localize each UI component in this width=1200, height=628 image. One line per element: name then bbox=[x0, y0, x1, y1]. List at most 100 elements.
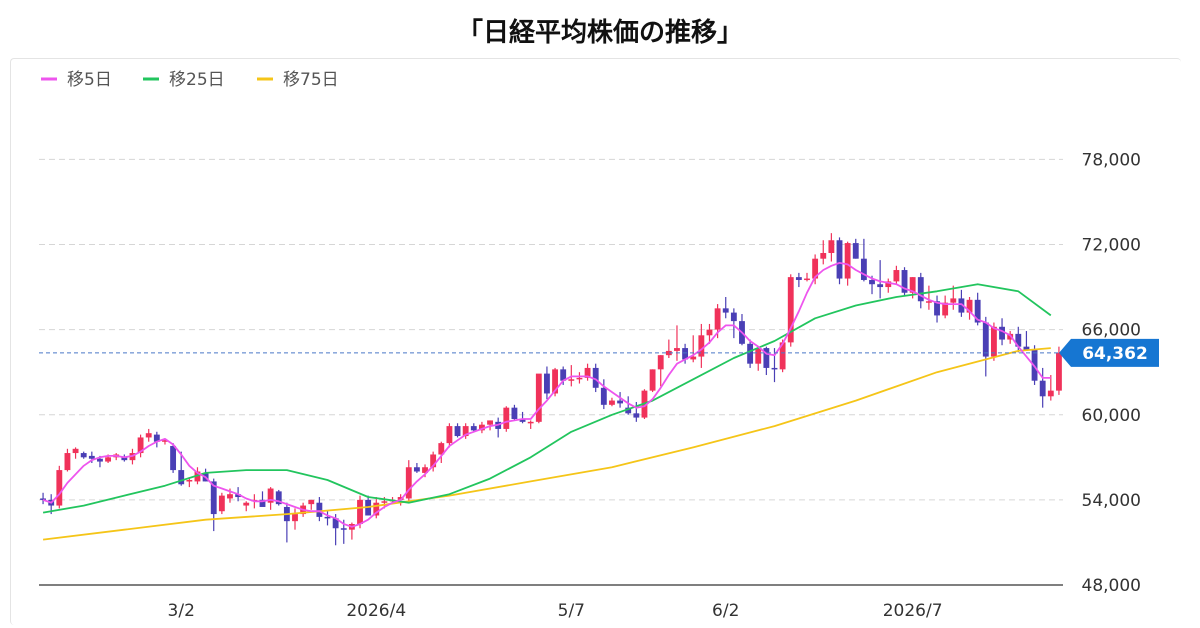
candle-body bbox=[844, 243, 851, 279]
candle-body bbox=[194, 471, 201, 482]
candle bbox=[934, 295, 940, 323]
candle-body bbox=[153, 434, 160, 442]
candle-body bbox=[56, 470, 63, 506]
candle-body bbox=[560, 369, 567, 381]
candle-body bbox=[535, 373, 542, 422]
candle-body bbox=[373, 502, 380, 516]
candle bbox=[690, 335, 697, 363]
candle-body bbox=[852, 243, 859, 259]
candle-body bbox=[982, 322, 989, 357]
candle-body bbox=[609, 400, 615, 405]
candle-body bbox=[381, 501, 388, 503]
candle-body bbox=[779, 342, 786, 370]
candle-body bbox=[682, 348, 689, 360]
ma25-line bbox=[42, 283, 1052, 514]
candle bbox=[609, 397, 615, 407]
candle-body bbox=[64, 453, 71, 471]
candle-body bbox=[413, 467, 420, 472]
candle-body bbox=[836, 240, 843, 279]
candle bbox=[820, 240, 827, 265]
y-axis-tick-labels: 48,000 54,000 60,000 66,000 72,000 78,000 bbox=[1082, 150, 1141, 596]
candle-body bbox=[446, 426, 453, 444]
candle-body bbox=[860, 258, 867, 280]
candle bbox=[316, 497, 323, 522]
candle-body bbox=[243, 502, 250, 506]
candle-body bbox=[430, 454, 437, 468]
candle bbox=[544, 366, 550, 400]
candle-body bbox=[1039, 380, 1046, 397]
candle-body bbox=[999, 326, 1005, 340]
legend-ma5-label: 移5日 bbox=[67, 70, 112, 90]
y-tick-label: 78,000 bbox=[1082, 150, 1141, 170]
candle bbox=[706, 323, 713, 344]
candle bbox=[828, 233, 835, 262]
candle bbox=[925, 285, 932, 310]
moving-average-lines bbox=[42, 261, 1052, 541]
candle bbox=[511, 404, 518, 421]
x-tick-label: 2026/4 bbox=[346, 601, 406, 621]
y-tick-label: 54,000 bbox=[1082, 491, 1141, 511]
candle-body bbox=[885, 281, 892, 288]
candle-body bbox=[227, 494, 233, 499]
candle-body bbox=[755, 348, 762, 364]
candle bbox=[413, 462, 420, 473]
candle-body bbox=[901, 270, 908, 293]
candle-body bbox=[137, 437, 144, 454]
candle-body bbox=[812, 258, 819, 279]
candle-body bbox=[763, 348, 770, 368]
candle bbox=[373, 497, 380, 519]
candle bbox=[804, 272, 810, 282]
candle bbox=[210, 478, 217, 532]
candle-body bbox=[974, 299, 981, 323]
candle bbox=[153, 431, 160, 448]
candle-body bbox=[454, 426, 461, 437]
candle bbox=[674, 325, 680, 361]
candle bbox=[730, 308, 737, 339]
candle-body bbox=[218, 495, 225, 512]
candle bbox=[535, 373, 542, 424]
candle bbox=[787, 274, 794, 347]
candle-body bbox=[210, 481, 217, 515]
candle-body bbox=[1056, 352, 1062, 391]
candle bbox=[292, 508, 298, 530]
candle bbox=[950, 285, 957, 310]
candle bbox=[1056, 346, 1062, 395]
candle bbox=[657, 355, 664, 387]
candle bbox=[617, 392, 624, 408]
candle bbox=[665, 339, 672, 358]
candle bbox=[519, 411, 526, 424]
candle-body bbox=[88, 455, 95, 459]
ma5-line bbox=[42, 261, 1051, 528]
candle-body bbox=[308, 499, 315, 505]
candle-body bbox=[267, 488, 274, 503]
candle-body bbox=[72, 448, 79, 454]
candle bbox=[275, 489, 282, 506]
candle-body bbox=[162, 440, 168, 442]
candles bbox=[40, 233, 1062, 546]
current-price-marker: 64,362 bbox=[39, 338, 1159, 367]
x-tick-label: 5/7 bbox=[558, 601, 585, 621]
candle bbox=[584, 363, 591, 381]
current-price-tag bbox=[1059, 338, 1159, 367]
y-gridlines bbox=[39, 158, 1063, 586]
candle-body bbox=[275, 491, 282, 505]
candle-body bbox=[80, 453, 87, 458]
candle-body bbox=[617, 400, 624, 404]
candle bbox=[462, 423, 469, 439]
candle-body bbox=[316, 502, 323, 517]
candle-body bbox=[145, 433, 152, 438]
candle-body bbox=[747, 343, 754, 364]
candle bbox=[877, 260, 884, 299]
candle bbox=[454, 423, 461, 438]
candle-body bbox=[934, 301, 940, 316]
candle-body bbox=[1047, 390, 1054, 397]
candle-body bbox=[925, 301, 932, 303]
candle bbox=[72, 447, 79, 459]
candle bbox=[852, 238, 859, 259]
candle bbox=[1039, 367, 1046, 408]
candle bbox=[722, 296, 729, 319]
candle bbox=[283, 502, 290, 543]
candle-body bbox=[438, 443, 445, 455]
candle bbox=[795, 272, 802, 288]
candle bbox=[405, 460, 412, 503]
